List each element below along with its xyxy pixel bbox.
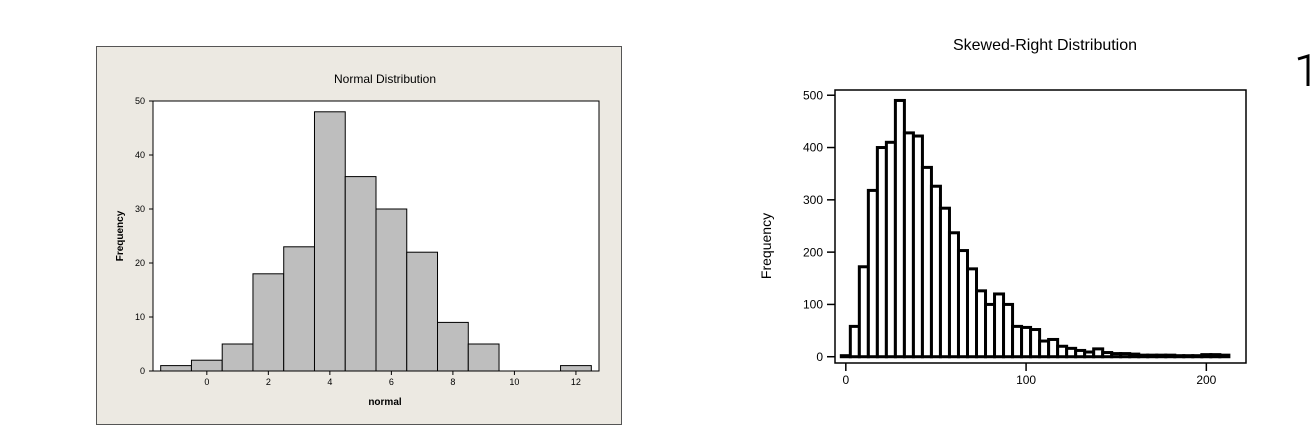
x-tick-label: 10 <box>509 377 519 387</box>
y-tick-label: 50 <box>135 96 145 106</box>
histogram-bar <box>375 208 408 372</box>
partial-arrow-mark <box>1297 53 1310 86</box>
normal-distribution-figure: Normal Distribution 0 2 4 6 8 10 12 0 10 20 30 40 5… <box>96 46 622 425</box>
histogram-bar <box>560 365 592 372</box>
histogram-bar <box>160 365 192 372</box>
y-axis-label: Frequency <box>115 210 126 261</box>
y-tick-label: 40 <box>135 150 145 160</box>
x-tick-label: 12 <box>571 377 581 387</box>
histogram-bar <box>283 246 315 372</box>
x-tick-label: 8 <box>450 377 455 387</box>
x-tick-label: 4 <box>327 377 332 387</box>
x-tick-label: 200 <box>1196 373 1216 387</box>
y-tick-label: 200 <box>803 245 823 259</box>
y-tick-label: 10 <box>135 312 145 322</box>
histogram-bar <box>1218 353 1231 359</box>
histogram-bar <box>190 359 223 372</box>
skewed-right-distribution-figure: Skewed-Right Distribution 0 100 200 0 100 20… <box>740 25 1260 410</box>
histogram-bar <box>313 111 346 372</box>
x-tick-label: 6 <box>389 377 394 387</box>
x-tick-label: 2 <box>266 377 271 387</box>
normal-distribution-chart: Normal Distribution 0 2 4 6 8 10 12 0 10 20 30 40 5… <box>115 72 600 408</box>
x-tick-label: 0 <box>842 373 849 387</box>
skewed-right-distribution-chart: Skewed-Right Distribution 0 100 200 0 100 20… <box>758 37 1247 387</box>
y-tick-label: 0 <box>140 366 145 376</box>
chart-title: Normal Distribution <box>334 72 436 86</box>
histogram-bar <box>344 176 377 372</box>
histogram-bar <box>252 273 285 372</box>
y-axis-label: Frequency <box>758 213 774 279</box>
y-tick-label: 100 <box>803 298 823 312</box>
histogram-bar <box>221 343 254 372</box>
y-tick-label: 300 <box>803 193 823 207</box>
y-tick-label: 0 <box>816 350 823 364</box>
histogram-bar <box>406 251 439 372</box>
y-tick-label: 20 <box>135 258 145 268</box>
histogram-bar <box>467 343 500 372</box>
histogram-bar <box>437 321 469 372</box>
chart-title: Skewed-Right Distribution <box>953 37 1137 54</box>
x-tick-label: 0 <box>204 377 209 387</box>
x-axis-label: normal <box>368 397 402 408</box>
y-tick-label: 500 <box>803 88 823 102</box>
x-tick-label: 100 <box>1016 373 1036 387</box>
y-tick-label: 30 <box>135 204 145 214</box>
y-tick-label: 400 <box>803 141 823 155</box>
